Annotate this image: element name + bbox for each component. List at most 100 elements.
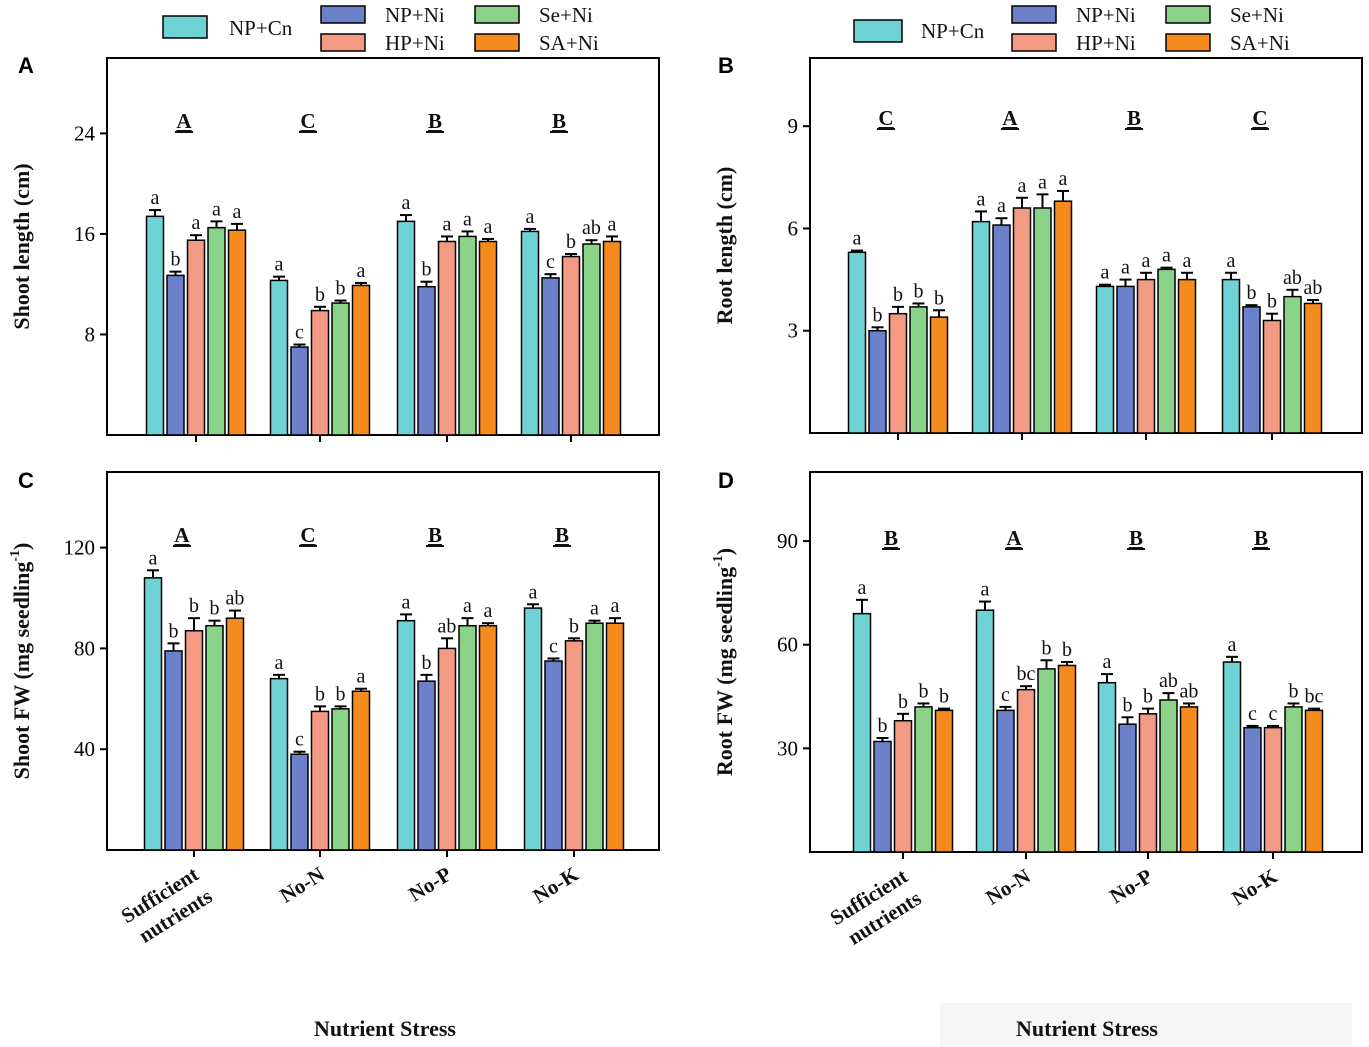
significance-letter: b (939, 686, 949, 708)
bar-se-ni (207, 226, 226, 436)
significance-letter: bc (1017, 663, 1036, 685)
group-letter: B (1129, 526, 1143, 550)
significance-letter: b (1123, 694, 1133, 716)
x-axis-title-right: Nutrient Stress (1016, 1016, 1158, 1041)
legend-label: SA+Ni (539, 31, 599, 55)
group-letter: A (1002, 106, 1018, 130)
group-letter: C (878, 106, 893, 130)
bar-hp-ni (893, 719, 913, 853)
y-axis-label-end: ) (712, 548, 737, 555)
x-tick-label-line: No-N (275, 862, 328, 908)
legend-left: NP+Cn NP+Ni HP+Ni Se+Ni SA+Ni (162, 3, 599, 55)
significance-letter: b (422, 652, 432, 674)
legend-label: HP+Ni (1076, 31, 1136, 55)
significance-letter: a (1162, 245, 1171, 267)
legend-label: NP+Cn (921, 19, 985, 43)
bar-np-ni (1243, 726, 1262, 853)
significance-letter: c (1269, 703, 1278, 725)
bar-sa-ni (225, 617, 245, 851)
group-letter: A (1006, 526, 1022, 550)
x-tick-label: No-P (1105, 864, 1156, 909)
significance-letter: b (189, 595, 199, 617)
bar-sa-ni (1177, 278, 1197, 434)
significance-letter: a (611, 595, 620, 617)
bar-np-cn (145, 215, 165, 436)
bar-np-ni (868, 329, 887, 434)
significance-letter: ab (582, 217, 601, 239)
bar-sa-ni (1303, 302, 1323, 434)
significance-letter: a (590, 598, 599, 620)
plot-frame (809, 57, 1363, 434)
x-tick-label: No-N (981, 864, 1034, 910)
legend-swatch (1011, 33, 1057, 52)
legend-label: Se+Ni (539, 3, 593, 27)
panel-label: D (718, 468, 734, 493)
bar-se-ni (1284, 706, 1303, 853)
legend-swatch (162, 15, 208, 39)
legend-label: HP+Ni (385, 31, 445, 55)
legend-swatch (1011, 5, 1057, 24)
y-axis-label-superscript: -1 (8, 550, 23, 562)
significance-letter: a (608, 213, 617, 235)
group-letter: B (555, 523, 569, 547)
x-tick-label-line: No-P (1105, 864, 1156, 909)
group-letter: B (884, 526, 898, 550)
y-tick-label: 40 (74, 737, 95, 761)
significance-letter: a (997, 195, 1006, 217)
legend-swatch (1165, 5, 1211, 24)
significance-letter: bc (1305, 686, 1324, 708)
x-axis-title-backdrop-right (940, 1003, 1352, 1047)
significance-letter: ab (1159, 670, 1178, 692)
plot-frame (106, 471, 660, 851)
y-tick-label: 120 (64, 536, 96, 560)
bar-sa-ni (929, 316, 949, 434)
bar-hp-ni (1263, 726, 1283, 853)
bar-np-ni (873, 740, 892, 853)
x-axis-title-left: Nutrient Stress (314, 1016, 456, 1041)
significance-letter: ab (1304, 277, 1323, 299)
bar-se-ni (914, 706, 933, 853)
significance-letter: a (977, 188, 986, 210)
significance-letter: a (192, 212, 201, 234)
bar-np-ni (992, 224, 1011, 434)
y-tick-label: 8 (85, 322, 96, 346)
x-tick-label: No-K (1227, 864, 1282, 911)
bar-se-ni (582, 243, 601, 436)
significance-letter: a (275, 254, 284, 276)
significance-letter: a (484, 216, 493, 238)
significance-letter: a (1103, 651, 1112, 673)
bar-sa-ni (1057, 664, 1077, 853)
plot-frame (106, 57, 660, 436)
bar-sa-ni (351, 690, 371, 851)
significance-letter: a (1227, 250, 1236, 272)
significance-letter: b (315, 284, 325, 306)
bar-hp-ni (186, 239, 206, 436)
legend-swatch (474, 5, 520, 24)
panel-label: C (18, 468, 34, 493)
significance-letter: a (529, 581, 538, 603)
bar-hp-ni (564, 640, 584, 851)
group-letter: C (300, 523, 315, 547)
significance-letter: a (233, 201, 242, 223)
panel-label: B (718, 53, 734, 78)
bar-hp-ni (1262, 319, 1282, 434)
significance-letter: a (443, 213, 452, 235)
legend-swatch (320, 5, 366, 24)
significance-letter: b (873, 304, 883, 326)
bar-se-ni (1033, 207, 1052, 434)
y-axis-label: Root FW (mg seedling-1) (711, 548, 737, 776)
bar-se-ni (458, 624, 477, 851)
group-letter: C (1252, 106, 1267, 130)
significance-letter: a (1183, 250, 1192, 272)
group-letter: B (1254, 526, 1268, 550)
bar-np-ni (417, 680, 436, 851)
bar-se-ni (585, 622, 604, 851)
bar-hp-ni (1012, 207, 1032, 434)
bar-sa-ni (227, 229, 247, 436)
significance-letter: c (1001, 684, 1010, 706)
significance-letter: a (484, 600, 493, 622)
legend-label: NP+Ni (385, 3, 445, 27)
significance-letter: a (1121, 257, 1130, 279)
